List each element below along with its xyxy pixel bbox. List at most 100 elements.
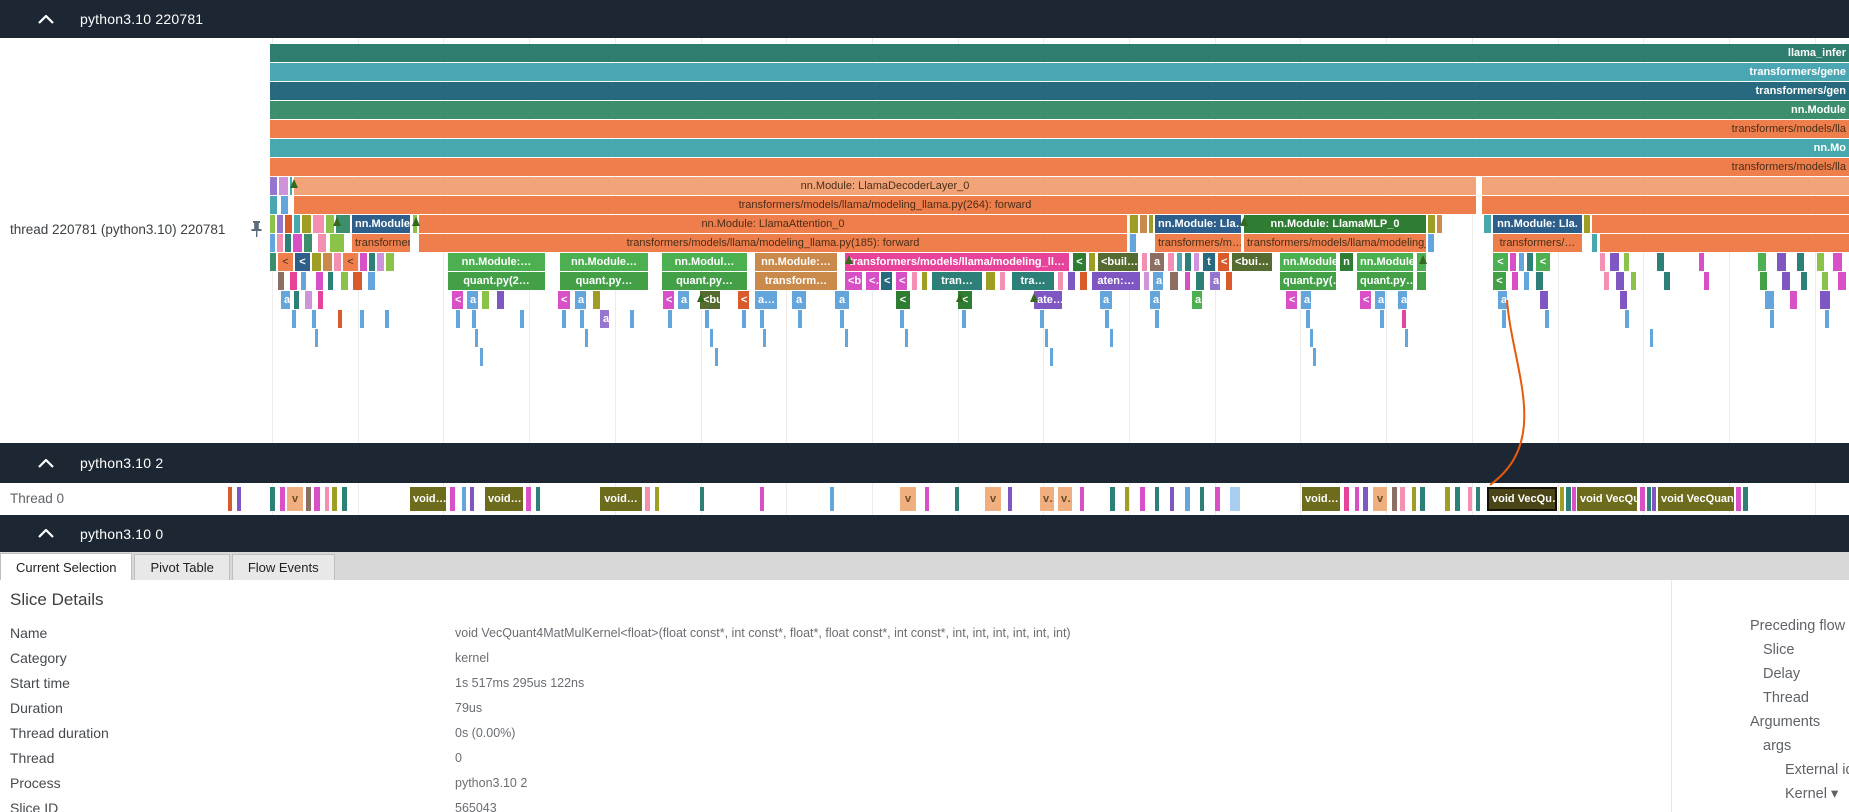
flame-slice[interactable]: transformers/gen [270, 82, 1849, 100]
flame-slice[interactable] [326, 215, 334, 233]
flame-slice[interactable] [1402, 310, 1406, 328]
flame-slice[interactable]: transformers/m… [352, 234, 410, 252]
flame-slice[interactable] [845, 329, 848, 347]
flame-slice[interactable]: nn.Module:… [1280, 253, 1336, 271]
flame-slice[interactable] [1592, 215, 1849, 233]
flame-slice[interactable] [1817, 253, 1824, 271]
flame-slice[interactable] [304, 234, 312, 252]
flame-slice[interactable]: n [1340, 253, 1353, 271]
flame-slice[interactable] [323, 253, 332, 271]
flame-slice[interactable]: ate… [1034, 291, 1062, 309]
flame-slice[interactable] [285, 234, 291, 252]
flame-slice[interactable] [1527, 253, 1533, 271]
flame-slice[interactable] [228, 487, 232, 511]
collapse-chevron-icon[interactable] [38, 14, 54, 24]
flame-slice[interactable] [1405, 329, 1408, 347]
flame-slice[interactable] [1540, 291, 1548, 309]
flame-slice[interactable] [1704, 272, 1709, 290]
flame-slice[interactable]: void… [600, 487, 642, 511]
flame-slice[interactable] [1572, 487, 1576, 511]
flame-slice[interactable] [1185, 272, 1190, 290]
flame-slice[interactable] [1455, 487, 1460, 511]
flame-slice[interactable]: quant.py… [662, 272, 747, 290]
flame-slice[interactable] [1080, 487, 1084, 511]
flame-slice[interactable] [313, 215, 324, 233]
flame-slice[interactable] [1080, 272, 1087, 290]
collapse-chevron-icon[interactable] [38, 529, 54, 538]
flame-slice[interactable] [294, 291, 299, 309]
flame-slice[interactable] [1833, 253, 1842, 271]
flame-slice[interactable] [293, 234, 302, 252]
flame-slice[interactable] [334, 253, 341, 271]
flow-panel-item-kernel[interactable]: Kernel ▾ [1785, 786, 1839, 802]
flame-slice[interactable] [1313, 348, 1316, 366]
flame-slice[interactable]: a [281, 291, 290, 309]
flame-slice[interactable] [715, 348, 718, 366]
flame-slice[interactable] [306, 487, 311, 511]
flame-slice[interactable]: transformers/models/llama/modeling_ll… [845, 253, 1069, 271]
flame-slice[interactable] [290, 272, 297, 290]
flame-slice[interactable] [316, 272, 323, 290]
flame-slice[interactable] [472, 310, 476, 328]
flame-slice[interactable] [1185, 253, 1191, 271]
flame-slice[interactable]: nn.Module: Llam… [352, 215, 410, 233]
flame-slice[interactable] [360, 253, 367, 271]
flame-slice[interactable]: < [1218, 253, 1229, 271]
flame-slice[interactable]: < [881, 272, 892, 290]
flame-slice[interactable] [1200, 487, 1204, 511]
flame-slice[interactable]: nn.Module: Lla… [1155, 215, 1241, 233]
process-header-python3.10-220781[interactable]: python3.10 220781 [0, 0, 1849, 38]
flame-slice[interactable]: < [295, 253, 310, 271]
flame-slice[interactable] [1008, 487, 1012, 511]
flame-slice[interactable] [1616, 272, 1624, 290]
flame-slice[interactable] [456, 310, 460, 328]
flame-slice[interactable] [1194, 253, 1199, 271]
flame-slice[interactable] [1625, 310, 1629, 328]
flame-slice[interactable]: a [1498, 291, 1507, 309]
flame-slice[interactable] [1482, 196, 1849, 214]
flame-slice[interactable] [705, 310, 709, 328]
flame-slice[interactable] [520, 310, 524, 328]
flame-slice[interactable]: nn.Module:… [448, 253, 545, 271]
flame-slice[interactable] [1445, 487, 1450, 511]
flame-slice[interactable]: llama_infer [270, 44, 1849, 62]
flame-slice[interactable] [1050, 348, 1053, 366]
flame-slice[interactable] [294, 215, 300, 233]
flame-slice[interactable]: nn.Module: LlamaMLP_0 [1244, 215, 1426, 233]
flame-slice[interactable] [1822, 272, 1828, 290]
flame-slice[interactable]: nn.Module:… [755, 253, 837, 271]
flame-slice[interactable] [338, 310, 342, 328]
flame-slice[interactable]: < [896, 272, 907, 290]
flame-slice[interactable] [270, 177, 277, 195]
flame-slice[interactable] [1310, 329, 1313, 347]
flame-slice[interactable] [668, 310, 672, 328]
flame-slice[interactable] [1801, 272, 1807, 290]
flame-slice[interactable] [1765, 291, 1774, 309]
flame-slice[interactable] [292, 310, 296, 328]
flame-slice[interactable]: void… [410, 487, 446, 511]
flame-slice[interactable] [1130, 215, 1138, 233]
flame-slice[interactable] [1428, 234, 1434, 252]
flame-slice[interactable] [1600, 234, 1849, 252]
flame-slice[interactable] [470, 487, 474, 511]
flame-slice[interactable] [315, 329, 318, 347]
flame-slice[interactable] [270, 196, 277, 214]
flame-slice[interactable] [341, 272, 348, 290]
flame-slice[interactable]: < [343, 253, 358, 271]
flame-slice[interactable] [1168, 253, 1174, 271]
flame-slice[interactable] [1640, 487, 1645, 511]
flame-slice[interactable]: < [896, 291, 910, 309]
flame-slice[interactable] [1631, 272, 1636, 290]
flame-slice[interactable]: < [1073, 253, 1086, 271]
flame-slice[interactable] [760, 310, 764, 328]
flame-slice[interactable] [1476, 487, 1480, 511]
flame-slice[interactable]: nn.Module… [1357, 253, 1413, 271]
flame-slice[interactable] [325, 487, 329, 511]
flame-slice[interactable]: transformers/… [1493, 234, 1582, 252]
flame-slice[interactable] [281, 196, 288, 214]
flame-slice[interactable]: nn.Module: Lla. [1493, 215, 1582, 233]
flame-slice[interactable] [1140, 487, 1145, 511]
flame-slice[interactable] [1790, 291, 1797, 309]
flame-slice[interactable]: <buil… [1098, 253, 1138, 271]
flame-slice[interactable] [1825, 310, 1829, 328]
